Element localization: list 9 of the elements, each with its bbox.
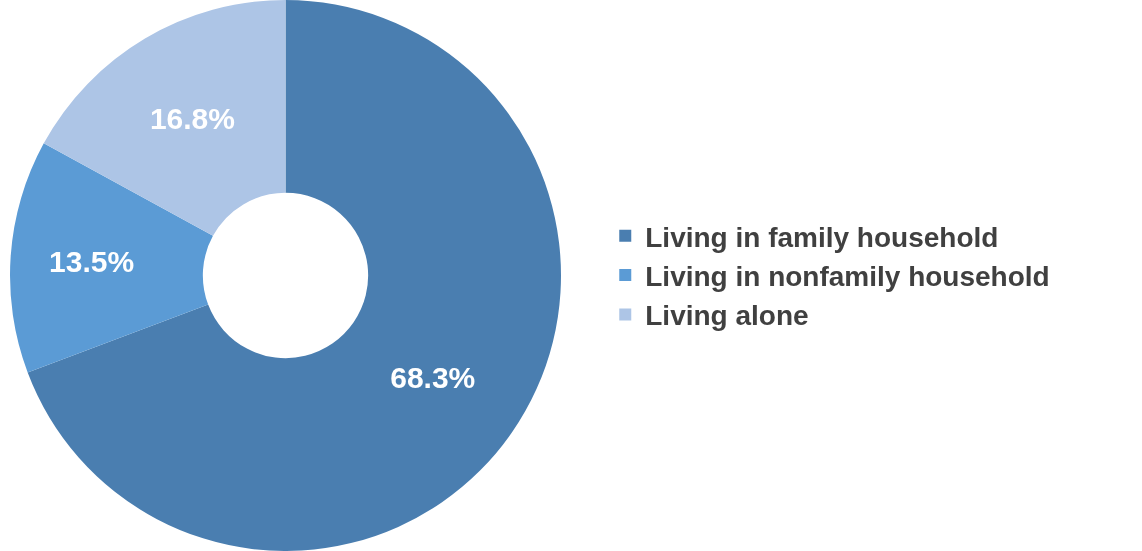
data-label: 68.3% <box>390 360 476 394</box>
donut-slice <box>10 143 213 373</box>
donut-slice <box>27 0 561 551</box>
legend-label: Living in family household <box>645 221 999 253</box>
legend-label: Living alone <box>645 300 809 332</box>
data-label: 16.8% <box>149 102 235 136</box>
data-label: 13.5% <box>49 245 135 279</box>
donut-slice <box>43 0 286 236</box>
legend-label: Living in nonfamily household <box>645 261 1050 293</box>
